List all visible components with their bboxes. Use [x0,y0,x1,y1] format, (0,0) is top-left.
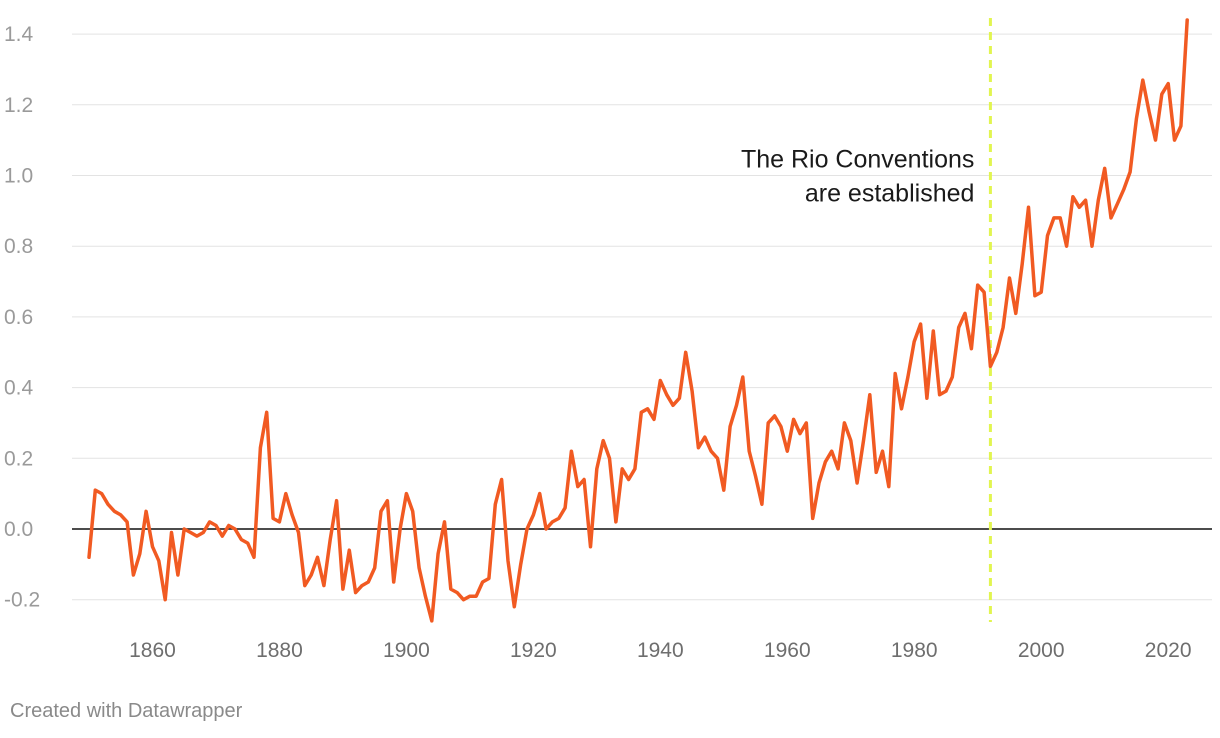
y-tick-label: 1.4 [4,23,34,46]
footer-credit: Created with Datawrapper [10,700,243,722]
temperature-series-line [87,18,1189,623]
y-tick-label: -0.2 [4,589,40,612]
x-tick-label: 1900 [383,639,430,662]
y-tick-label: 0.4 [4,377,34,400]
y-tick-label: 0.8 [4,235,33,258]
line-chart: -0.2 0.0 0.2 0.4 0.6 0.8 1.0 1.2 1.4 The Rio Con… [4,18,1212,662]
x-axis-ticks: 1860 1880 1900 1920 1940 1960 1980 2000 2020 [129,639,1191,662]
y-tick-label: 0.6 [4,306,33,329]
y-tick-label: 1.2 [4,94,33,117]
series-layer [87,18,1189,623]
annotation-text-line: The Rio Conventions [741,146,974,174]
x-tick-label: 2020 [1145,639,1192,662]
x-tick-label: 1860 [129,639,176,662]
y-axis-ticks: -0.2 0.0 0.2 0.4 0.6 0.8 1.0 1.2 1.4 [4,23,40,612]
x-tick-label: 1880 [256,639,303,662]
x-tick-label: 1960 [764,639,811,662]
annotation: The Rio Conventions are established [741,146,974,208]
y-tick-label: 1.0 [4,165,33,188]
x-tick-label: 1920 [510,639,557,662]
annotation-text-line: are established [805,180,975,208]
gridlines [72,33,1212,601]
x-tick-label: 1980 [891,639,938,662]
y-tick-label: 0.0 [4,518,33,541]
x-tick-label: 1940 [637,639,684,662]
x-tick-label: 2000 [1018,639,1065,662]
y-tick-label: 0.2 [4,447,33,470]
